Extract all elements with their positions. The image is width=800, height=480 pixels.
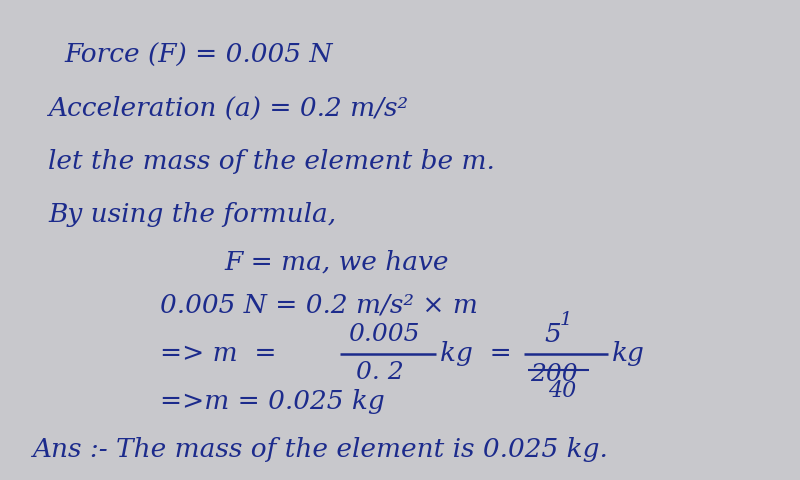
Text: kg: kg — [612, 340, 645, 365]
Text: By using the formula,: By using the formula, — [48, 201, 336, 226]
Text: 1: 1 — [560, 310, 572, 328]
Text: 40: 40 — [548, 379, 576, 401]
Text: kg  =: kg = — [440, 340, 512, 365]
Text: F = ma, we have: F = ma, we have — [224, 249, 449, 274]
Text: let the mass of the element be m.: let the mass of the element be m. — [48, 148, 495, 173]
Text: 0.005 N = 0.2 m/s² × m: 0.005 N = 0.2 m/s² × m — [160, 292, 478, 317]
Text: Ans :- The mass of the element is 0.025 kg.: Ans :- The mass of the element is 0.025 … — [32, 436, 608, 461]
Text: Force (F) = 0.005 N: Force (F) = 0.005 N — [64, 43, 333, 68]
Text: 0.005: 0.005 — [348, 322, 419, 345]
Text: Acceleration (a) = 0.2 m/s²: Acceleration (a) = 0.2 m/s² — [48, 96, 408, 120]
Text: =>m = 0.025 kg: =>m = 0.025 kg — [160, 388, 385, 413]
Text: 0. 2: 0. 2 — [356, 360, 404, 384]
Text: 5: 5 — [544, 321, 561, 346]
Text: 200: 200 — [530, 362, 578, 385]
Text: => m  =: => m = — [160, 340, 277, 365]
